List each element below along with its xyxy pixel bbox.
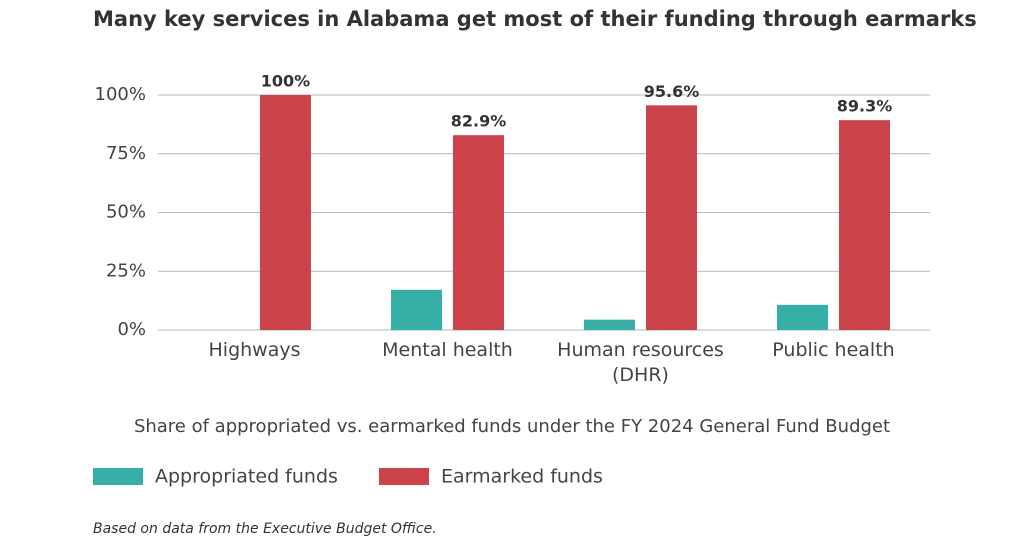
value-label: 100% xyxy=(261,72,310,91)
x-tick-label: Highways xyxy=(208,339,301,361)
value-label: 95.6% xyxy=(644,82,700,101)
y-tick-label: 100% xyxy=(95,84,146,105)
chart-title: Many key services in Alabama get most of… xyxy=(93,7,977,31)
legend-label: Earmarked funds xyxy=(441,466,603,488)
chart-subtitle: Share of appropriated vs. earmarked fund… xyxy=(134,416,890,437)
x-tick-label: Human resources (DHR) xyxy=(557,339,724,386)
y-tick-label: 0% xyxy=(117,319,146,340)
bar xyxy=(777,304,828,330)
y-tick-label: 25% xyxy=(106,260,146,281)
legend-swatch xyxy=(379,468,429,485)
y-tick-label: 50% xyxy=(106,202,146,223)
value-label: 89.3% xyxy=(837,97,893,116)
bar xyxy=(839,120,890,331)
bar xyxy=(584,319,635,330)
legend-label: Appropriated funds xyxy=(155,466,338,488)
x-tick-label: Mental health xyxy=(382,339,513,361)
legend-swatch xyxy=(93,468,143,485)
bar xyxy=(260,95,311,330)
x-tick-label: Public health xyxy=(772,339,895,361)
y-tick-label: 75% xyxy=(106,143,146,164)
value-label: 82.9% xyxy=(451,112,507,131)
bar xyxy=(391,289,442,330)
bar xyxy=(453,135,504,330)
bar xyxy=(646,105,697,330)
footnote: Based on data from the Executive Budget … xyxy=(93,521,437,537)
